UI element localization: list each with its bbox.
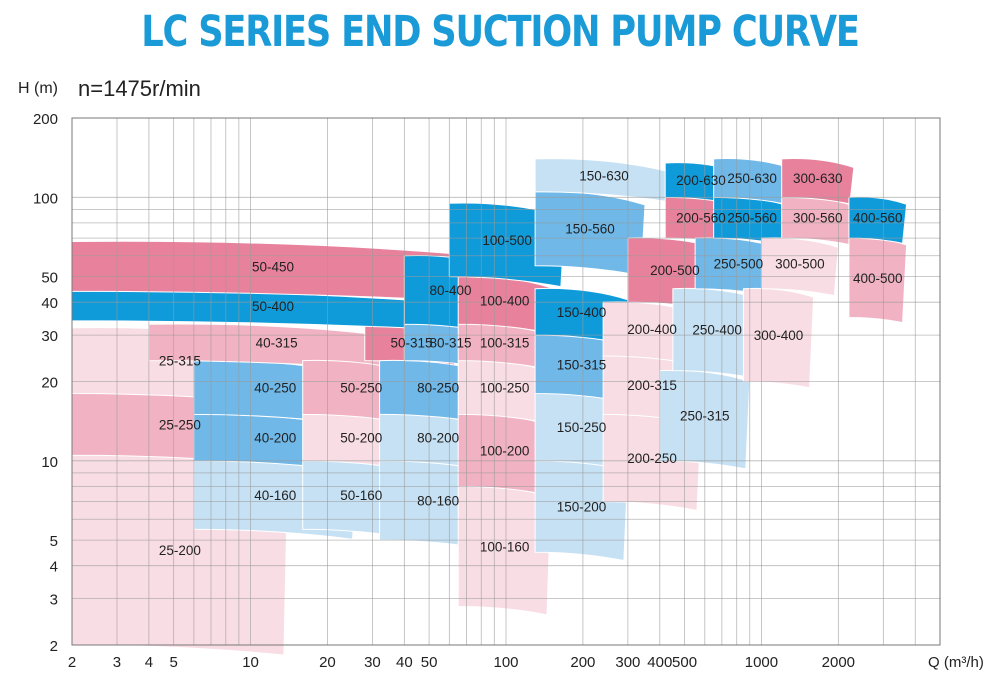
y-tick-label: 30 [41, 328, 58, 345]
x-tick-label: 20 [319, 654, 336, 671]
zone-label-200-250: 200-250 [627, 451, 677, 466]
x-tick-label: 300 [615, 654, 640, 671]
x-tick-label: 200 [570, 654, 595, 671]
zone-label-250-400: 250-400 [692, 323, 742, 338]
speed-annotation: n=1475r/min [78, 76, 201, 101]
zone-label-100-160: 100-160 [480, 539, 530, 554]
y-tick-label: 20 [41, 375, 58, 392]
zone-label-100-200: 100-200 [480, 443, 530, 458]
zone-label-80-400: 80-400 [430, 283, 472, 298]
zone-label-80-315: 80-315 [430, 335, 472, 350]
zone-label-25-250: 25-250 [159, 417, 201, 432]
zone-label-400-560: 400-560 [853, 211, 903, 226]
zone-label-300-400: 300-400 [754, 328, 804, 343]
y-tick-label: 200 [33, 111, 58, 128]
zone-label-100-500: 100-500 [482, 233, 532, 248]
y-tick-label: 3 [50, 592, 58, 609]
x-tick-label: 3 [113, 654, 121, 671]
zone-label-250-500: 250-500 [714, 256, 764, 271]
zone-label-25-315: 25-315 [159, 354, 201, 369]
zone-label-25-200: 25-200 [159, 543, 201, 558]
zone-label-250-630: 250-630 [727, 171, 777, 186]
zone-label-50-400: 50-400 [252, 299, 294, 314]
x-tick-label: 30 [364, 654, 381, 671]
zone-label-50-200: 50-200 [340, 431, 382, 446]
zone-label-250-560: 250-560 [727, 211, 777, 226]
zone-label-200-630: 200-630 [676, 173, 726, 188]
zone-label-150-200: 150-200 [557, 500, 607, 515]
zone-label-400-500: 400-500 [853, 271, 903, 286]
zone-label-100-250: 100-250 [480, 381, 530, 396]
zone-label-50-315: 50-315 [390, 335, 432, 350]
plot-frame [71, 117, 941, 646]
y-tick-label: 2 [50, 638, 58, 655]
x-tick-label: 4 [145, 654, 153, 671]
zone-label-40-315: 40-315 [256, 335, 298, 350]
zone-label-300-500: 300-500 [775, 256, 825, 271]
zone-label-150-315: 150-315 [557, 357, 607, 372]
y-tick-label: 40 [41, 295, 58, 312]
x-tick-label: 100 [493, 654, 518, 671]
zones-layer [71, 158, 908, 656]
zone-label-300-560: 300-560 [793, 211, 843, 226]
zone-label-40-160: 40-160 [254, 488, 296, 503]
zone-label-300-630: 300-630 [793, 171, 843, 186]
zone-label-200-400: 200-400 [627, 322, 677, 337]
x-tick-label: 400 [647, 654, 672, 671]
y-tick-label: 10 [41, 454, 58, 471]
zone-label-200-560: 200-560 [676, 211, 726, 226]
grid-layer [71, 117, 941, 646]
zone-label-150-250: 150-250 [557, 420, 607, 435]
y-tick-label: 5 [50, 533, 58, 550]
zone-label-150-400: 150-400 [557, 305, 607, 320]
zone-label-50-160: 50-160 [340, 488, 382, 503]
x-tick-label: 2 [68, 654, 76, 671]
zone-label-150-560: 150-560 [565, 222, 615, 237]
zone-label-150-630: 150-630 [579, 168, 629, 183]
x-tick-label: 5 [169, 654, 177, 671]
x-axis-label: Q (m³/h) [928, 654, 984, 671]
zone-label-100-400: 100-400 [480, 293, 530, 308]
x-tick-label: 500 [672, 654, 697, 671]
x-tick-label: 10 [242, 654, 259, 671]
x-tick-label: 40 [396, 654, 413, 671]
y-tick-label: 100 [33, 190, 58, 207]
zone-label-50-250: 50-250 [340, 381, 382, 396]
chart-title: LC SERIES END SUCTION PUMP CURVE [141, 7, 860, 57]
x-tick-label: 50 [421, 654, 438, 671]
zone-label-80-160: 80-160 [417, 493, 459, 508]
zone-label-50-450: 50-450 [252, 259, 294, 274]
zone-label-40-200: 40-200 [254, 431, 296, 446]
x-tick-label: 2000 [822, 654, 855, 671]
tick-labels-layer: 2 3 4 5 10 20 30 40 50 100 200 300 400 500 1000 2000234… [33, 111, 855, 671]
zone-label-200-315: 200-315 [627, 378, 677, 393]
y-tick-label: 4 [50, 559, 58, 576]
zone-label-80-200: 80-200 [417, 431, 459, 446]
zone-label-200-500: 200-500 [650, 263, 700, 278]
y-axis-label: H (m) [18, 80, 58, 97]
x-tick-label: 1000 [745, 654, 778, 671]
zone-labels-layer: 25-200 25-250 25-315 40-160 40-200 40-250 40-3… [159, 168, 903, 558]
y-tick-label: 50 [41, 270, 58, 287]
zone-label-250-315: 250-315 [680, 409, 730, 424]
zone-label-40-250: 40-250 [254, 381, 296, 396]
zone-label-80-250: 80-250 [417, 381, 459, 396]
zone-label-100-315: 100-315 [480, 335, 530, 350]
